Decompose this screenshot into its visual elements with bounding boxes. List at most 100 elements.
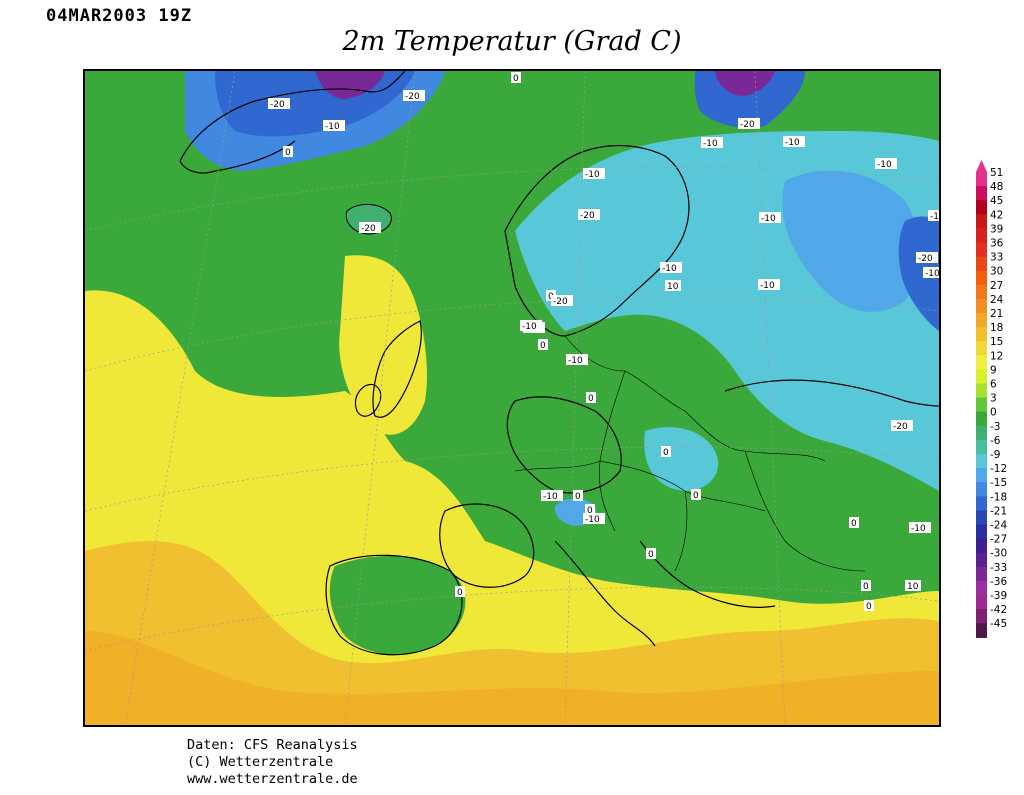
temperature-map: -20-20-1000-10-20-10-10-10-20-10-10-10-2… bbox=[83, 69, 941, 727]
contour-label: -10 bbox=[930, 212, 939, 222]
contour-label-box bbox=[583, 168, 605, 179]
contour-label: 0 bbox=[851, 519, 857, 529]
contour-label: -10 bbox=[785, 138, 800, 148]
legend-label: -27 bbox=[990, 534, 1007, 546]
legend-label: 12 bbox=[990, 350, 1003, 362]
legend-label: 18 bbox=[990, 322, 1003, 334]
legend-label: -9 bbox=[990, 449, 1000, 461]
legend-swatch bbox=[976, 609, 987, 624]
contour-label-box bbox=[520, 320, 542, 331]
contour-label: -10 bbox=[585, 515, 600, 525]
northeast-russia-colder bbox=[782, 170, 920, 312]
legend-label: -45 bbox=[990, 618, 1007, 630]
legend-label: -21 bbox=[990, 505, 1007, 517]
contour-label: -20 bbox=[553, 297, 568, 307]
contour-label-box bbox=[585, 504, 595, 515]
legend-swatch bbox=[976, 524, 987, 540]
legend-swatch bbox=[976, 510, 987, 525]
legend-swatch bbox=[976, 383, 987, 399]
coastlines bbox=[179, 71, 939, 656]
legend-swatch bbox=[976, 327, 987, 342]
contour-label-box bbox=[759, 212, 781, 223]
legend-label: -33 bbox=[990, 562, 1007, 574]
contour-label: -10 bbox=[877, 160, 892, 170]
legend-label: 15 bbox=[990, 336, 1003, 348]
legend-swatch bbox=[976, 552, 987, 568]
legend-swatch bbox=[976, 369, 987, 384]
contour-label-box bbox=[583, 513, 605, 524]
legend-swatch bbox=[976, 411, 987, 427]
contour-label: 0 bbox=[513, 74, 519, 84]
legend-label: -42 bbox=[990, 604, 1007, 616]
hot-north-africa bbox=[85, 631, 939, 725]
color-scale-legend: 51484542393633302724211815129630-3-6-9-1… bbox=[976, 160, 1007, 638]
legend-swatch bbox=[976, 623, 987, 638]
contour-label: -20 bbox=[893, 422, 908, 432]
legend-label: -3 bbox=[990, 421, 1000, 433]
legend-label: 3 bbox=[990, 393, 997, 405]
chart-title: 2m Temperatur (Grad C) bbox=[342, 26, 682, 57]
hot-subtropic-region bbox=[85, 541, 939, 725]
legend-label: 21 bbox=[990, 308, 1003, 320]
contour-label: 0 bbox=[863, 582, 869, 592]
contour-label: 10 bbox=[667, 282, 679, 292]
graticule bbox=[85, 71, 939, 725]
legend-label: 51 bbox=[990, 167, 1003, 179]
contour-label-box bbox=[875, 158, 897, 169]
legend-max-arrow bbox=[976, 160, 987, 172]
contour-label-box bbox=[511, 72, 521, 83]
contour-label: 0 bbox=[693, 491, 699, 501]
contour-label-box bbox=[268, 98, 290, 109]
legend-label: 0 bbox=[990, 407, 997, 419]
contour-label: 0 bbox=[587, 506, 593, 516]
legend-label: 6 bbox=[990, 379, 997, 391]
legend-swatch bbox=[976, 566, 987, 582]
contour-label: -10 bbox=[911, 524, 926, 534]
contour-label-box bbox=[455, 586, 465, 597]
contour-label: 0 bbox=[663, 448, 669, 458]
legend-label: 45 bbox=[990, 195, 1003, 207]
valid-time-label: 04MAR2003 19Z bbox=[46, 6, 193, 26]
contour-label: 0 bbox=[575, 492, 581, 502]
credit-data-source: Daten: CFS Reanalysis bbox=[187, 737, 358, 753]
legend-swatch bbox=[976, 454, 987, 469]
contour-label-box bbox=[783, 136, 805, 147]
contour-label: 10 bbox=[907, 582, 919, 592]
legend-swatch bbox=[976, 580, 987, 596]
legend-label: -36 bbox=[990, 576, 1007, 588]
contour-label-box bbox=[566, 354, 588, 365]
contour-label: -10 bbox=[543, 492, 558, 502]
legend-swatch bbox=[976, 313, 987, 328]
contour-label: -20 bbox=[918, 254, 933, 264]
contour-label-box bbox=[849, 517, 859, 528]
contour-label: 0 bbox=[457, 588, 463, 598]
temperature-map-svg: -20-20-1000-10-20-10-10-10-20-10-10-10-2… bbox=[85, 71, 939, 725]
contour-label: 0 bbox=[588, 394, 594, 404]
contour-label-box bbox=[909, 522, 931, 533]
contour-label: -20 bbox=[580, 211, 595, 221]
legend-swatch bbox=[976, 200, 987, 215]
legend-swatch bbox=[976, 468, 987, 483]
contour-label: -20 bbox=[361, 224, 376, 234]
legend-label: 42 bbox=[990, 209, 1003, 221]
legend-label: -39 bbox=[990, 590, 1007, 602]
contour-label-box bbox=[928, 210, 939, 221]
legend-swatch bbox=[976, 355, 987, 370]
contour-label: -10 bbox=[662, 264, 677, 274]
contour-label-box bbox=[586, 392, 596, 403]
east-edge-cold bbox=[898, 216, 939, 331]
credit-copyright: (C) Wetterzentrale bbox=[187, 754, 334, 770]
contour-label: -10 bbox=[585, 170, 600, 180]
contour-label-box bbox=[538, 339, 548, 350]
legend-swatch bbox=[976, 298, 987, 314]
contour-label: -10 bbox=[761, 214, 776, 224]
legend-swatch bbox=[976, 270, 987, 286]
contour-label-box bbox=[661, 446, 671, 457]
greenland-coldest-region bbox=[315, 71, 385, 99]
contour-label-box bbox=[738, 118, 760, 129]
northeast-corner-coldest bbox=[715, 71, 775, 96]
legend-label: -18 bbox=[990, 491, 1007, 503]
legend-label: 30 bbox=[990, 266, 1003, 278]
legend-label: -15 bbox=[990, 477, 1007, 489]
contour-label-box bbox=[905, 580, 921, 591]
